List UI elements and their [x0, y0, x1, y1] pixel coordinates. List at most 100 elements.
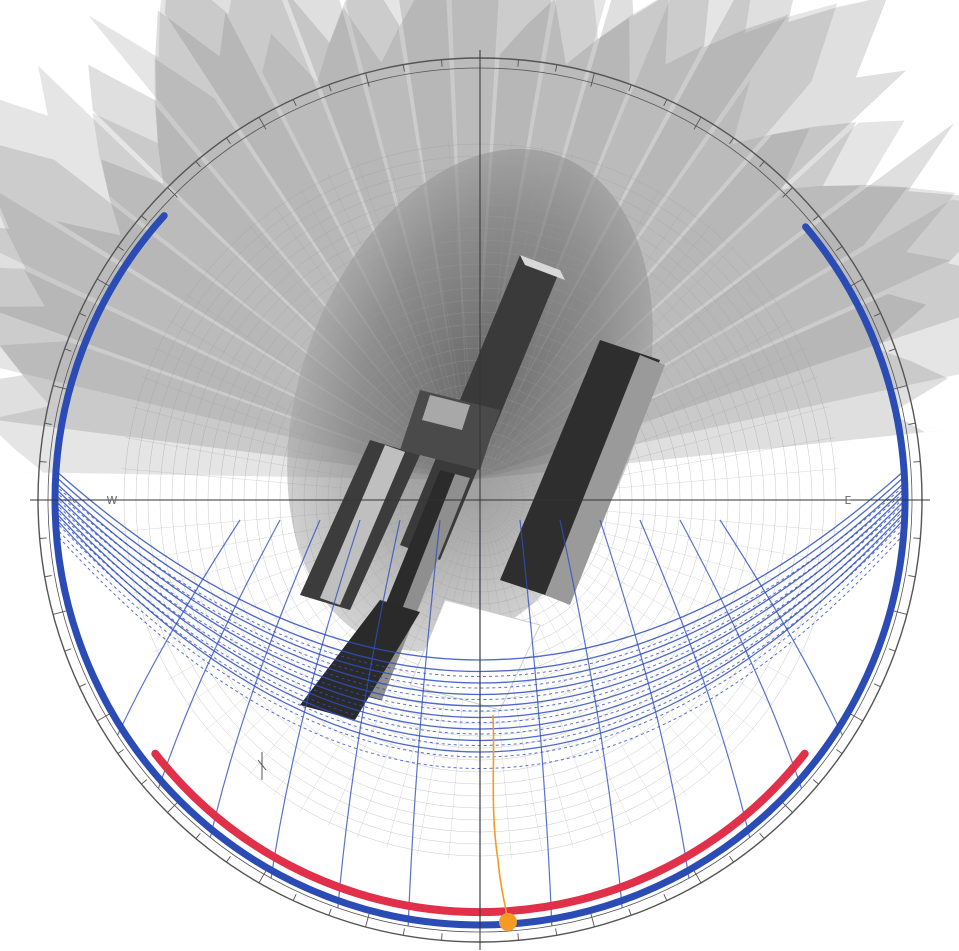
azimuth-tick	[812, 779, 819, 785]
azimuth-tick	[44, 575, 52, 578]
azimuth-tick	[167, 187, 178, 198]
azimuth-tick	[365, 913, 370, 928]
azimuth-spoke	[204, 268, 481, 501]
azimuth-tick	[167, 802, 178, 813]
building-east-wing	[500, 340, 660, 600]
solstice-summer	[51, 212, 909, 929]
azimuth-tick	[663, 894, 668, 901]
azimuth-tick	[812, 215, 819, 221]
azimuth-tick	[836, 749, 843, 754]
azimuth-tick	[850, 713, 864, 722]
azimuth-tick	[226, 856, 231, 863]
shadow-wedge	[0, 318, 470, 480]
hour-line	[599, 519, 697, 931]
azimuth-spoke	[479, 406, 828, 501]
azimuth-tick	[729, 137, 734, 144]
azimuth-tick	[79, 683, 86, 688]
sun-trace	[492, 714, 517, 931]
azimuth-tick	[893, 610, 908, 615]
azimuth-tick	[195, 832, 201, 839]
building-core	[400, 390, 500, 470]
azimuth-tick	[628, 908, 632, 916]
sun-path-curve-dashed	[54, 514, 906, 735]
azimuth-spoke	[479, 173, 633, 501]
azimuth-tick	[39, 461, 47, 463]
building-east-face	[545, 355, 665, 605]
azimuth-tick	[52, 610, 67, 615]
azimuth-tick	[195, 161, 201, 168]
azimuth-tick	[39, 537, 47, 539]
azimuth-tick	[782, 802, 793, 813]
azimuth-tick	[663, 99, 668, 106]
azimuth-tick	[96, 278, 110, 287]
building-core-top	[422, 395, 470, 430]
azimuth-tick	[759, 161, 765, 168]
azimuth-tick	[292, 894, 297, 901]
azimuth-tick	[141, 215, 148, 221]
shadow-wedge	[155, 0, 470, 480]
sun-path-curve-dashed	[54, 490, 906, 689]
azimuth-tick	[782, 187, 793, 198]
azimuth-tick	[52, 385, 67, 390]
azimuth-tick	[693, 116, 702, 130]
azimuth-spoke	[121, 468, 481, 501]
hour-line	[559, 519, 625, 931]
azimuth-tick	[64, 348, 72, 352]
azimuth-spoke	[153, 347, 481, 501]
azimuth-tick	[555, 64, 558, 72]
azimuth-spoke	[479, 376, 819, 501]
azimuth-spoke	[479, 188, 661, 501]
shadow-wedge	[75, 0, 470, 480]
azimuth-tick	[365, 72, 370, 87]
azimuth-tick	[555, 928, 558, 936]
shadow-wedge	[0, 193, 470, 480]
azimuth-tick	[888, 348, 896, 352]
azimuth-tick	[517, 59, 519, 67]
azimuth-tick	[292, 99, 297, 106]
azimuth-tick	[590, 913, 595, 928]
azimuth-spoke	[479, 499, 604, 839]
building-slab-face	[520, 255, 565, 280]
sun-path-curve-dashed	[54, 526, 906, 758]
azimuth-tick	[729, 856, 734, 863]
azimuth-tick	[908, 575, 916, 578]
azimuth-tick	[258, 116, 267, 130]
azimuth-spoke	[141, 376, 481, 501]
azimuth-tick	[874, 683, 881, 688]
azimuth-tick	[913, 537, 921, 539]
azimuth-spoke	[132, 406, 481, 501]
azimuth-tick	[628, 84, 632, 92]
azimuth-tick	[893, 385, 908, 390]
azimuth-tick	[693, 870, 702, 884]
azimuth-spoke	[125, 437, 481, 501]
azimuth-tick	[141, 779, 148, 785]
sun-marker	[499, 913, 517, 931]
crosshair	[30, 50, 930, 950]
azimuth-tick	[836, 246, 843, 251]
azimuth-spoke	[479, 204, 687, 501]
azimuth-tick	[850, 278, 864, 287]
azimuth-spoke	[479, 347, 807, 501]
azimuth-tick	[64, 648, 72, 652]
azimuth-tick	[874, 312, 881, 317]
shadow-wedge	[0, 258, 470, 480]
azimuth-tick	[117, 246, 124, 251]
azimuth-tick	[96, 713, 110, 722]
label-east: E	[845, 494, 852, 507]
hour-line	[519, 519, 553, 931]
azimuth-tick	[913, 461, 921, 463]
azimuth-tick	[517, 933, 519, 941]
azimuth-spoke	[184, 293, 481, 501]
azimuth-tick	[79, 312, 86, 317]
azimuth-tick	[402, 928, 405, 936]
hour-line	[407, 519, 441, 931]
azimuth-spoke	[479, 499, 661, 812]
azimuth-tick	[441, 933, 443, 941]
azimuth-tick	[328, 908, 332, 916]
sun-path-curve-dashed	[54, 502, 906, 712]
azimuth-tick	[888, 648, 896, 652]
azimuth-tick	[402, 64, 405, 72]
azimuth-tick	[328, 84, 332, 92]
sample-marker	[257, 752, 267, 780]
label-west: W	[107, 494, 118, 507]
